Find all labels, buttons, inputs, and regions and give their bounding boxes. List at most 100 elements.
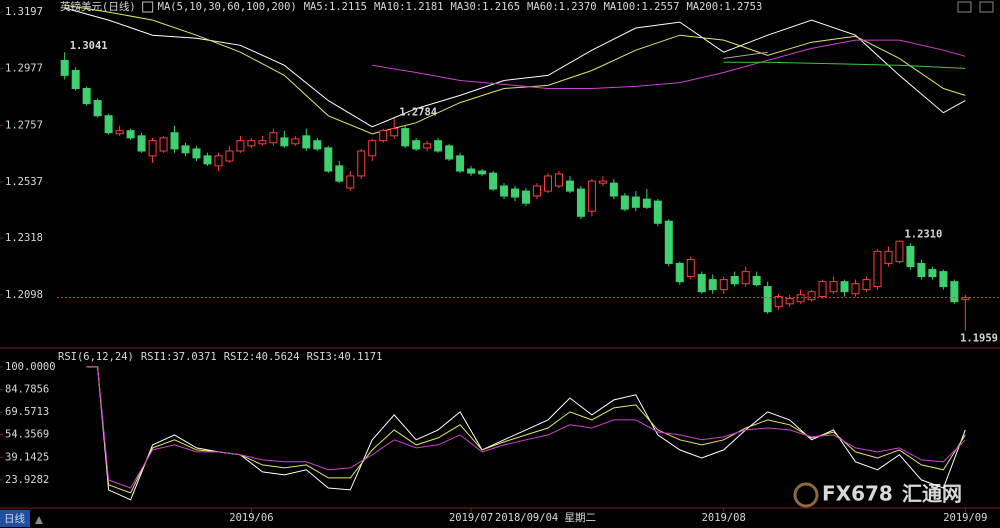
- candle-body: [532, 185, 541, 197]
- candle-body: [719, 279, 728, 291]
- candle-body: [126, 130, 135, 139]
- candle-body: [148, 140, 157, 157]
- candle-body: [807, 291, 816, 301]
- candle-body: [873, 250, 882, 288]
- candle-body: [664, 220, 673, 264]
- period-tab[interactable]: [0, 510, 30, 527]
- candle-body: [785, 298, 794, 305]
- extreme-label: 1.2784: [399, 106, 437, 118]
- candle-body: [609, 182, 618, 197]
- candle-body: [741, 271, 750, 285]
- candle-body: [368, 140, 377, 157]
- candle-body: [576, 188, 585, 217]
- candle-body: [796, 294, 805, 303]
- candle-body: [884, 250, 893, 264]
- extreme-label: 1.1959: [960, 333, 998, 345]
- candle-body: [291, 138, 300, 145]
- candle-body: [489, 172, 498, 190]
- watermark-brand: FX678: [822, 482, 893, 506]
- candle-body: [631, 196, 640, 208]
- indicator-label: MA(5,10,30,60,100,200): [158, 1, 297, 13]
- series-line: [86, 366, 966, 489]
- candle-body: [598, 180, 607, 184]
- legend-label: MA10:1.2181: [374, 1, 444, 13]
- candle-body: [763, 286, 772, 313]
- candle-body: [862, 279, 871, 291]
- y-tick-label: 1.3197: [5, 6, 43, 18]
- watermark-logo: [793, 482, 819, 508]
- y-tick-label: 84.7856: [5, 384, 49, 396]
- legend-label: RSI1:37.0371: [141, 351, 217, 363]
- candle-body: [565, 180, 574, 192]
- window-button[interactable]: [957, 1, 972, 13]
- y-tick-label: 1.2757: [5, 119, 43, 131]
- candle-body: [708, 279, 717, 291]
- candle-body: [500, 185, 509, 197]
- candle-body: [104, 115, 113, 134]
- candle-body: [950, 281, 959, 303]
- candle-body: [939, 271, 948, 288]
- candle-body: [346, 175, 355, 189]
- candle-body: [412, 140, 421, 150]
- candle-body: [642, 198, 651, 208]
- candle-body: [543, 175, 552, 192]
- x-tick-label: 2019/09: [943, 512, 987, 524]
- y-tick-label: 1.2318: [5, 232, 43, 244]
- candle-body: [390, 128, 399, 137]
- candle-body: [203, 155, 212, 165]
- candle-body: [686, 259, 695, 278]
- candle-body: [335, 165, 344, 182]
- window-button[interactable]: [979, 1, 994, 13]
- cursor-date: 2018/09/04 星期二: [495, 512, 596, 524]
- candle-body: [818, 281, 827, 298]
- scroll-icon[interactable]: [35, 516, 43, 524]
- series-line: [723, 51, 768, 59]
- legend-label: MA30:1.2165: [451, 1, 521, 13]
- extreme-label: 1.2310: [904, 228, 942, 240]
- candle-body: [181, 145, 190, 154]
- x-tick-label: 2019/06: [229, 512, 273, 524]
- candle-body: [214, 155, 223, 167]
- y-tick-label: 100.0000: [5, 361, 56, 373]
- y-tick-label: 39.1425: [5, 451, 49, 463]
- candle-body: [247, 140, 256, 147]
- candle-body: [82, 87, 91, 105]
- candle-body: [280, 137, 289, 147]
- candle-body: [324, 147, 333, 172]
- candle-body: [258, 140, 267, 145]
- candle-body: [467, 168, 476, 174]
- chart-title: RSI(6,12,24): [58, 351, 134, 363]
- candle-body: [928, 269, 937, 278]
- candle-body: [697, 273, 706, 293]
- y-tick-label: 1.2977: [5, 63, 43, 75]
- candle-body: [752, 276, 761, 286]
- candle-body: [730, 276, 739, 285]
- candle-body: [653, 200, 662, 224]
- y-tick-label: 1.2098: [5, 289, 43, 301]
- series-line: [64, 7, 966, 128]
- candle-body: [851, 283, 860, 295]
- candle-body: [401, 128, 410, 147]
- y-tick-label: 1.2537: [5, 176, 43, 188]
- legend-label: MA100:1.2557: [604, 1, 680, 13]
- y-tick-label: 23.9282: [5, 474, 49, 486]
- candle-body: [840, 281, 849, 293]
- x-tick-label: 2019/07: [449, 512, 493, 524]
- candle-body: [906, 245, 915, 267]
- candle-body: [236, 140, 245, 152]
- indicator-icon: [142, 1, 154, 13]
- period-tab-label: 日线: [4, 512, 25, 525]
- y-tick-label: 54.3569: [5, 429, 49, 441]
- candle-body: [60, 59, 69, 76]
- candle-body: [620, 195, 629, 210]
- candle-body: [554, 173, 563, 187]
- candle-body: [225, 150, 234, 162]
- series-line: [723, 61, 966, 69]
- candle-body: [71, 69, 80, 89]
- candle-body: [774, 296, 783, 308]
- candle-body: [522, 190, 530, 204]
- legend-label: MA200:1.2753: [686, 1, 762, 13]
- x-tick-label: 2019/08: [702, 512, 746, 524]
- extreme-label: 1.3041: [70, 40, 108, 52]
